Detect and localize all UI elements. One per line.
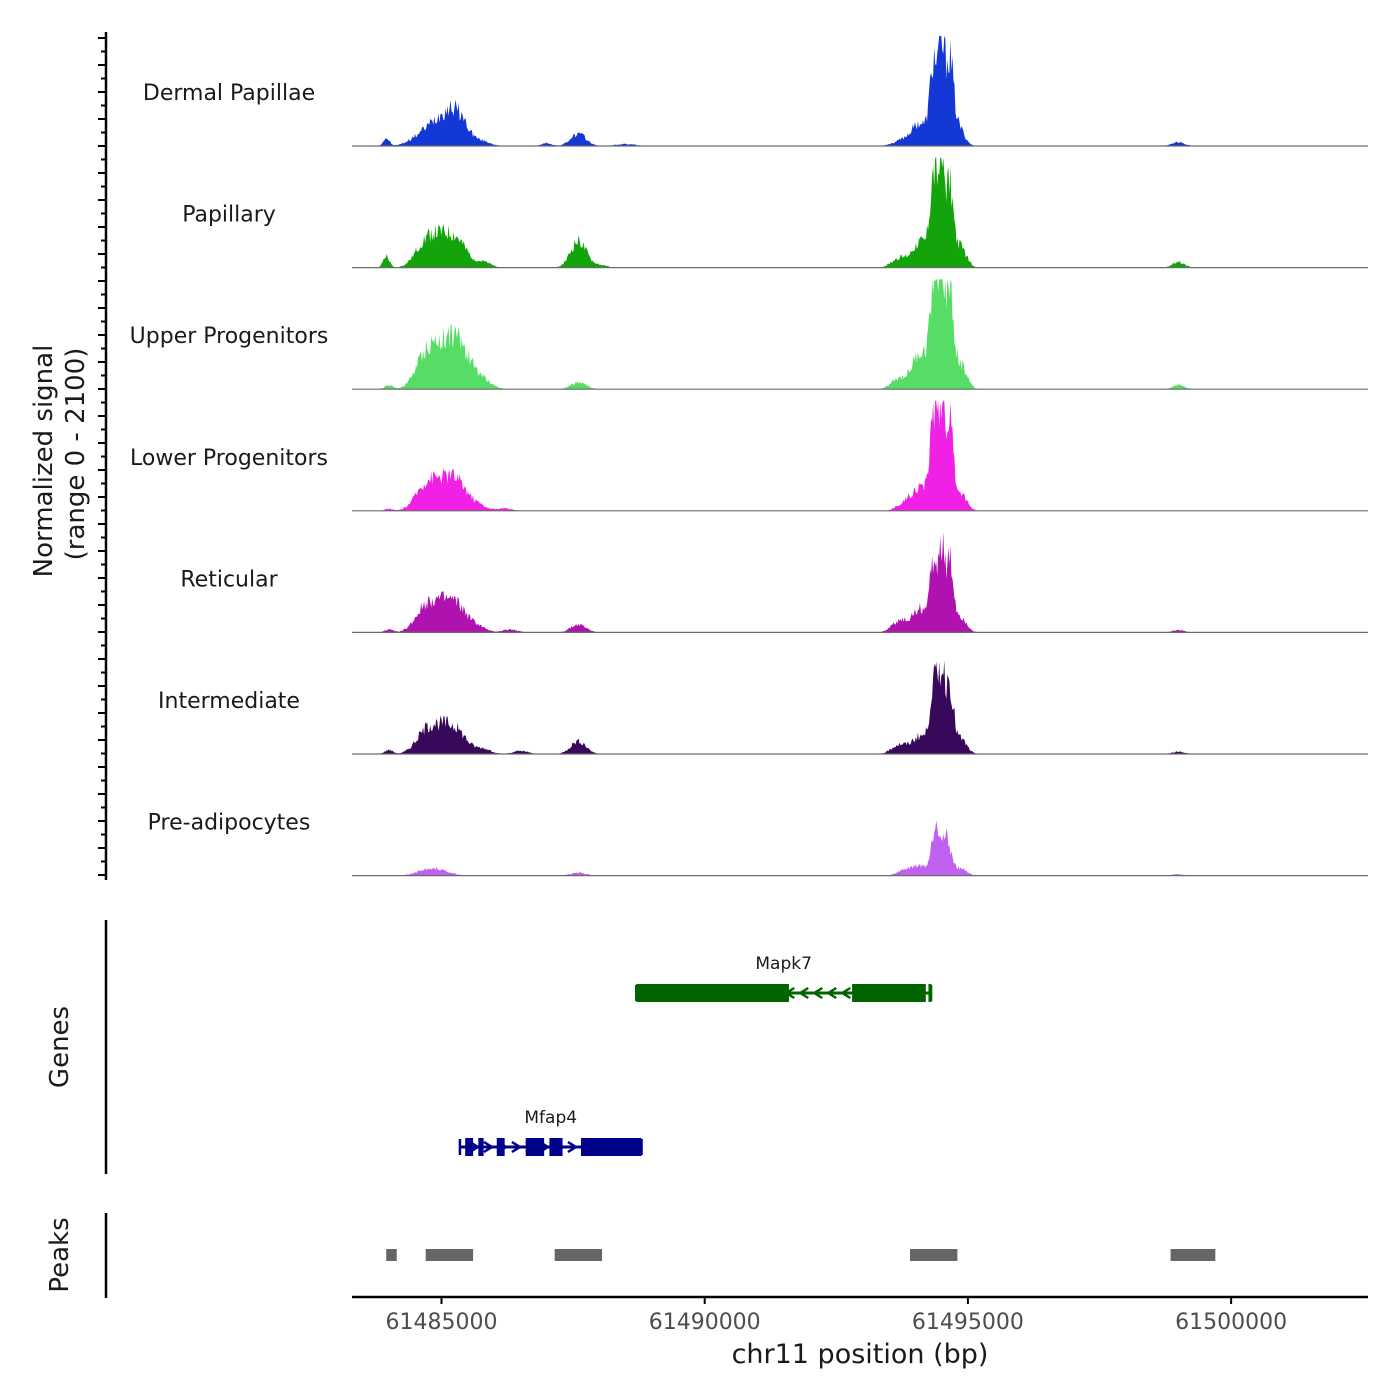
- strand-arrow: [839, 986, 851, 1000]
- track-label: Lower Progenitors: [130, 446, 328, 471]
- coverage-area: [352, 660, 1368, 754]
- track-label: Papillary: [182, 203, 276, 228]
- track-reticular: Reticular: [180, 531, 1368, 634]
- gene-exon: [496, 1138, 505, 1156]
- x-tick-label: 61500000: [1175, 1310, 1287, 1335]
- gene-exon: [549, 1138, 563, 1156]
- track-label: Dermal Papillae: [143, 81, 315, 106]
- x-axis-ticks: 61485000 61490000 61495000 61500000: [386, 1297, 1287, 1335]
- track-pre-adipocytes: Pre-adipocytes: [148, 811, 1368, 877]
- coverage-area: [352, 400, 1368, 511]
- gene-exon: [580, 1138, 642, 1156]
- strand-arrow: [825, 986, 837, 1000]
- peak-regions: [386, 1249, 1216, 1261]
- strand-arrow: [511, 1140, 523, 1154]
- signal-axis-ticks: [98, 37, 106, 876]
- x-tick-label: 61485000: [386, 1310, 498, 1335]
- coverage-area: [352, 279, 1368, 390]
- track-label: Upper Progenitors: [130, 324, 329, 349]
- gene-exon: [465, 1138, 474, 1156]
- gene-exon: [636, 984, 789, 1002]
- genes-track-label: Genes: [45, 1006, 75, 1088]
- peaks-track-label: Peaks: [45, 1217, 75, 1292]
- gene-mfap4: Mfap4: [458, 1108, 643, 1156]
- gene-exon: [525, 1138, 545, 1156]
- x-tick-label: 61495000: [912, 1310, 1024, 1335]
- peak-region: [554, 1249, 603, 1261]
- gene-mapk7: Mapk7: [635, 954, 933, 1002]
- strand-arrow: [483, 1140, 495, 1154]
- track-dermal-papillae: Dermal Papillae: [143, 36, 1368, 147]
- strand-arrow: [567, 1140, 579, 1154]
- peak-region: [910, 1249, 958, 1261]
- peak-region: [1170, 1249, 1216, 1261]
- coverage-tracks: Dermal Papillae Papillary Upper Progenitor…: [130, 36, 1368, 877]
- track-label: Intermediate: [158, 689, 300, 714]
- track-upper-progenitors: Upper Progenitors: [130, 279, 1368, 390]
- peak-region: [386, 1249, 397, 1261]
- track-label: Pre-adipocytes: [148, 811, 311, 836]
- gene-name-label: Mapk7: [755, 954, 812, 974]
- gene-exon: [478, 1138, 484, 1156]
- gene-name-label: Mfap4: [524, 1108, 577, 1128]
- strand-arrow: [811, 986, 823, 1000]
- coverage-area: [352, 36, 1368, 146]
- peak-region: [425, 1249, 474, 1261]
- track-label: Reticular: [180, 567, 278, 592]
- strand-arrow: [797, 986, 809, 1000]
- coverage-area: [352, 531, 1368, 633]
- x-axis-title: chr11 position (bp): [732, 1339, 989, 1370]
- coverage-area: [352, 157, 1368, 268]
- gene-annotations: Mapk7 Mfap4: [458, 954, 933, 1156]
- x-tick-label: 61490000: [649, 1310, 761, 1335]
- y-axis-title-line2: (range 0 - 2100): [61, 348, 91, 561]
- track-papillary: Papillary: [182, 157, 1368, 269]
- gene-exon: [852, 984, 926, 1002]
- track-lower-progenitors: Lower Progenitors: [130, 400, 1368, 512]
- y-axis-title-line1: Normalized signal: [29, 345, 59, 578]
- track-intermediate: Intermediate: [158, 660, 1368, 755]
